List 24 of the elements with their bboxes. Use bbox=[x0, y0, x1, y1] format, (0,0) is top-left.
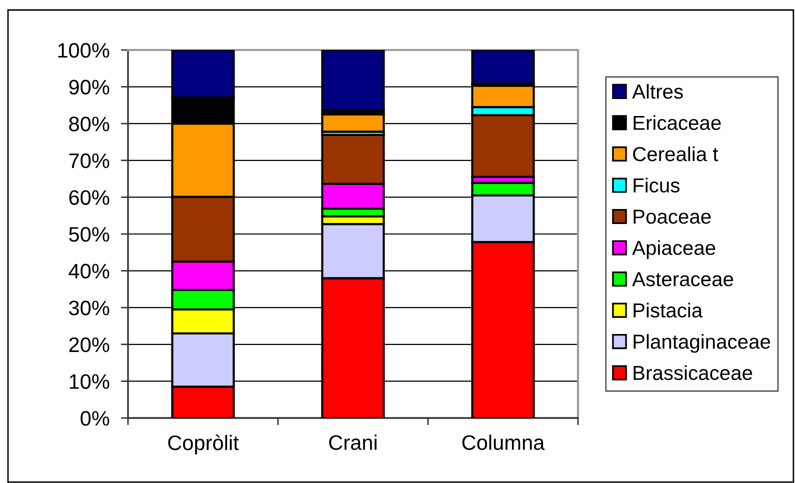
x-tick-label: Crani bbox=[329, 434, 376, 450]
y-tick-label: 60% bbox=[69, 190, 110, 205]
y-tick-label: 100% bbox=[58, 43, 110, 58]
y-tick-label: 0% bbox=[80, 411, 110, 426]
y-tick-label: 90% bbox=[69, 80, 110, 95]
x-tick-label: Columna bbox=[462, 434, 545, 450]
y-tick-label: 70% bbox=[69, 153, 110, 168]
legend-label: Brassicaceae bbox=[634, 365, 752, 380]
y-tick-label: 80% bbox=[69, 116, 110, 132]
legend-label: Cerealia t bbox=[633, 146, 718, 162]
legend-label: Poaceae bbox=[634, 210, 711, 224]
legend-label: Asteraceae bbox=[632, 272, 734, 286]
legend-label: Apiaceae bbox=[632, 240, 716, 260]
legend-label: Pistacia bbox=[634, 302, 703, 318]
y-tick-label: 40% bbox=[68, 264, 110, 279]
x-tick-label: Copròlit bbox=[168, 434, 239, 454]
legend-label: Plantaginaceae bbox=[634, 334, 770, 353]
legend-label: Ericaceae bbox=[634, 115, 721, 130]
y-tick-label: 20% bbox=[69, 337, 110, 352]
legend-label: Ficus bbox=[634, 178, 680, 193]
legend-label: Altres bbox=[632, 84, 683, 99]
y-tick-label: 50% bbox=[69, 227, 110, 242]
y-tick-label: 10% bbox=[70, 374, 110, 389]
y-tick-label: 30% bbox=[69, 300, 110, 316]
